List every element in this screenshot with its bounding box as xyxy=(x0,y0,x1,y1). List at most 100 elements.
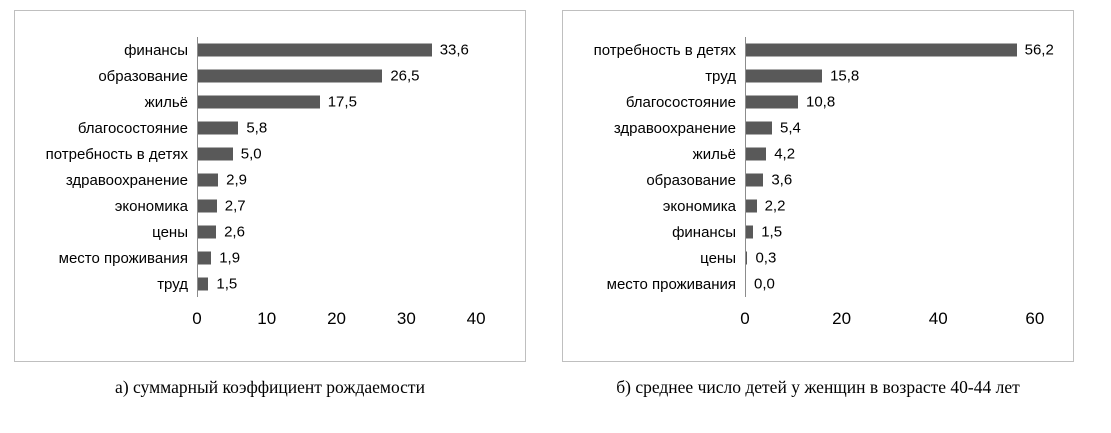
x-tick-label: 30 xyxy=(396,309,416,328)
bar-row: финансы 1,5 xyxy=(567,219,1059,245)
bar-track: 26,5 xyxy=(197,63,511,89)
bar-track: 2,6 xyxy=(197,219,511,245)
bar-track: 0,0 xyxy=(745,271,1059,297)
value-label: 0,0 xyxy=(754,275,775,293)
bar-track: 33,6 xyxy=(197,37,511,63)
value-label: 5,4 xyxy=(780,119,801,137)
bar-track: 1,9 xyxy=(197,245,511,271)
bar-track: 1,5 xyxy=(197,271,511,297)
value-label: 2,9 xyxy=(226,171,248,189)
charts-row: финансы 33,6 образование 26,5 жильё 17,5 благо… xyxy=(14,10,1093,399)
bar-rows: финансы 33,6 образование 26,5 жильё 17,5 благо… xyxy=(19,37,511,297)
chart-a-column: финансы 33,6 образование 26,5 жильё 17,5 благо… xyxy=(14,10,526,399)
bar xyxy=(746,121,772,135)
chart-a-caption: а) суммарный коэффициент рождаемости xyxy=(115,377,425,397)
category-label: благосостояние xyxy=(625,93,736,111)
bar-row: экономика 2,2 xyxy=(567,193,1059,219)
value-label: 5,0 xyxy=(240,145,262,163)
bar-track: 5,8 xyxy=(197,115,511,141)
x-tick-label: 20 xyxy=(327,309,347,328)
bar-row: место проживания 1,9 xyxy=(19,245,511,271)
category-label: здравоохранение xyxy=(65,171,188,189)
category-label: жильё xyxy=(692,145,736,163)
bar xyxy=(198,173,219,187)
bar xyxy=(198,95,320,109)
category-label: финансы xyxy=(124,41,188,59)
x-tick-label: 20 xyxy=(832,309,852,328)
bar-track: 56,2 xyxy=(745,37,1059,63)
category-label: экономика xyxy=(662,197,736,215)
category-label: цены xyxy=(152,223,188,241)
x-tick-label: 40 xyxy=(928,309,948,328)
chart-b-caption: б) среднее число детей у женщин в возрас… xyxy=(616,377,1020,397)
category-label: труд xyxy=(157,275,188,293)
bar-track: 17,5 xyxy=(197,89,511,115)
bar xyxy=(746,69,823,83)
bar-row: благосостояние 10,8 xyxy=(567,89,1059,115)
x-tick-label: 60 xyxy=(1025,309,1045,328)
bar-track: 2,7 xyxy=(197,193,511,219)
value-label: 15,8 xyxy=(830,67,860,85)
bar-row: жильё 4,2 xyxy=(567,141,1059,167)
value-label: 5,8 xyxy=(246,119,268,137)
x-tick-label: 10 xyxy=(257,309,277,328)
value-label: 1,9 xyxy=(219,249,241,267)
bar xyxy=(746,251,748,265)
category-label: место проживания xyxy=(58,249,188,267)
bar xyxy=(198,147,233,161)
bar xyxy=(198,121,239,135)
category-label: здравоохранение xyxy=(613,119,736,137)
bar-track: 10,8 xyxy=(745,89,1059,115)
category-label: потребность в детях xyxy=(45,145,188,163)
chart-b-column: потребность в детях 56,2 труд 15,8 благосост… xyxy=(562,10,1074,399)
category-label: благосостояние xyxy=(77,119,188,137)
bar xyxy=(746,43,1017,57)
bar xyxy=(746,173,764,187)
value-label: 10,8 xyxy=(806,93,836,111)
x-tick-label: 0 xyxy=(192,309,202,328)
category-label: экономика xyxy=(114,197,188,215)
bar-row: финансы 33,6 xyxy=(19,37,511,63)
value-label: 0,3 xyxy=(755,249,777,267)
category-label: жильё xyxy=(144,93,188,111)
value-label: 26,5 xyxy=(390,67,420,85)
bar xyxy=(198,277,209,291)
category-label: образование xyxy=(646,171,736,189)
bar xyxy=(746,225,754,239)
bar-row: благосостояние 5,8 xyxy=(19,115,511,141)
value-label: 4,2 xyxy=(774,145,796,163)
chart-panel-a: финансы 33,6 образование 26,5 жильё 17,5 благо… xyxy=(14,10,526,362)
value-label: 33,6 xyxy=(439,41,469,59)
bar-track: 3,6 xyxy=(745,167,1059,193)
x-axis-ticks: 0 10 20 30 40 xyxy=(192,297,511,337)
bar-row: труд 1,5 xyxy=(19,271,511,297)
bar-row: экономика 2,7 xyxy=(19,193,511,219)
value-label: 3,6 xyxy=(771,171,793,189)
x-tick-label: 0 xyxy=(740,309,750,328)
bar-track: 5,4 xyxy=(745,115,1059,141)
bar-row: цены 2,6 xyxy=(19,219,511,245)
category-label: образование xyxy=(98,67,188,85)
bar-row: образование 26,5 xyxy=(19,63,511,89)
value-label: 2,2 xyxy=(764,197,786,215)
bar xyxy=(746,199,757,213)
x-tick-label: 40 xyxy=(466,309,486,328)
bar xyxy=(198,199,217,213)
bar-track: 2,9 xyxy=(197,167,511,193)
category-label: труд xyxy=(705,67,736,85)
category-label: цены xyxy=(700,249,736,267)
value-label: 17,5 xyxy=(327,93,357,111)
category-label: место проживания xyxy=(606,275,736,293)
bar-row: цены 0,3 xyxy=(567,245,1059,271)
bar xyxy=(198,225,217,239)
value-label: 1,5 xyxy=(216,275,238,293)
bar-row: потребность в детях 56,2 xyxy=(567,37,1059,63)
bar-row: здравоохранение 2,9 xyxy=(19,167,511,193)
bar-row: образование 3,6 xyxy=(567,167,1059,193)
chart-panel-b: потребность в детях 56,2 труд 15,8 благосост… xyxy=(562,10,1074,362)
bar-row: жильё 17,5 xyxy=(19,89,511,115)
bar-track: 5,0 xyxy=(197,141,511,167)
bar xyxy=(746,95,798,109)
bar-row: труд 15,8 xyxy=(567,63,1059,89)
bar-track: 4,2 xyxy=(745,141,1059,167)
